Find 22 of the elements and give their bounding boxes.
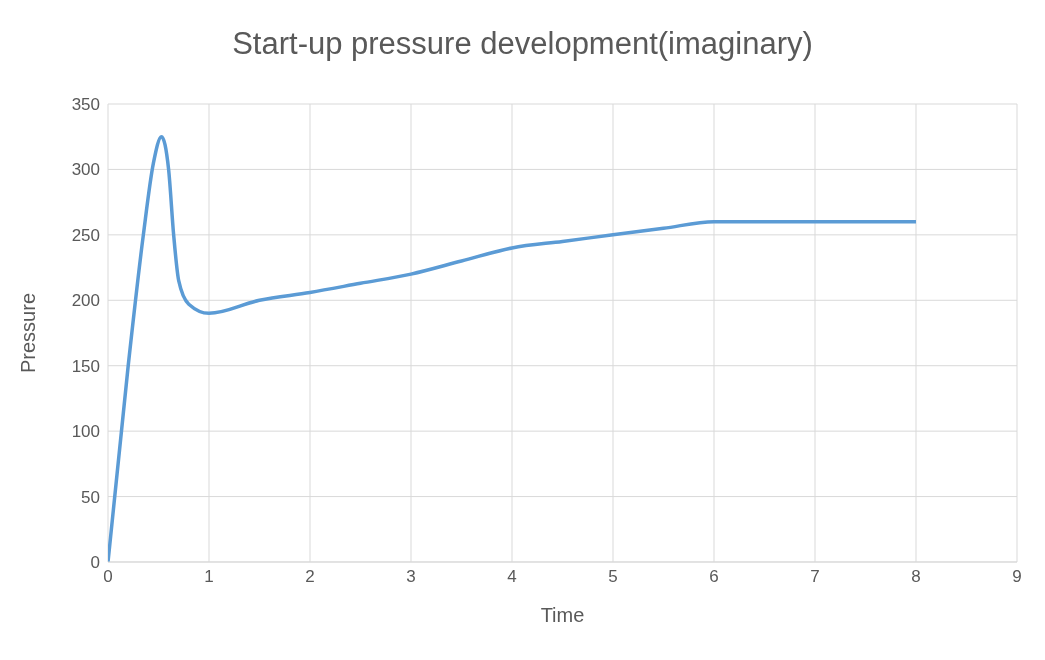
x-tick-label: 0 [103,567,113,587]
x-tick-label: 1 [204,567,214,587]
y-tick-label: 350 [71,95,100,115]
x-tick-label: 9 [1012,567,1022,587]
y-axis-title: Pressure [17,292,40,373]
y-tick-label: 150 [71,356,100,376]
y-tick-label: 200 [71,291,100,311]
y-tick-label: 250 [71,225,100,245]
x-axis-title: Time [540,604,585,626]
y-tick-label: 100 [71,422,100,442]
x-tick-label: 8 [911,567,921,587]
chart-title: Start-up pressure development(imaginary) [231,26,814,62]
y-tick-label: 50 [81,487,100,507]
x-tick-label: 7 [810,567,820,587]
x-tick-label: 4 [507,567,517,587]
x-tick-label: 5 [608,567,618,587]
y-tick-label: 300 [71,160,100,180]
x-tick-label: 2 [305,567,315,587]
y-tick-label: 0 [90,553,100,573]
line-series [108,134,918,562]
x-tick-label: 3 [406,567,416,587]
x-tick-label: 6 [709,567,719,587]
